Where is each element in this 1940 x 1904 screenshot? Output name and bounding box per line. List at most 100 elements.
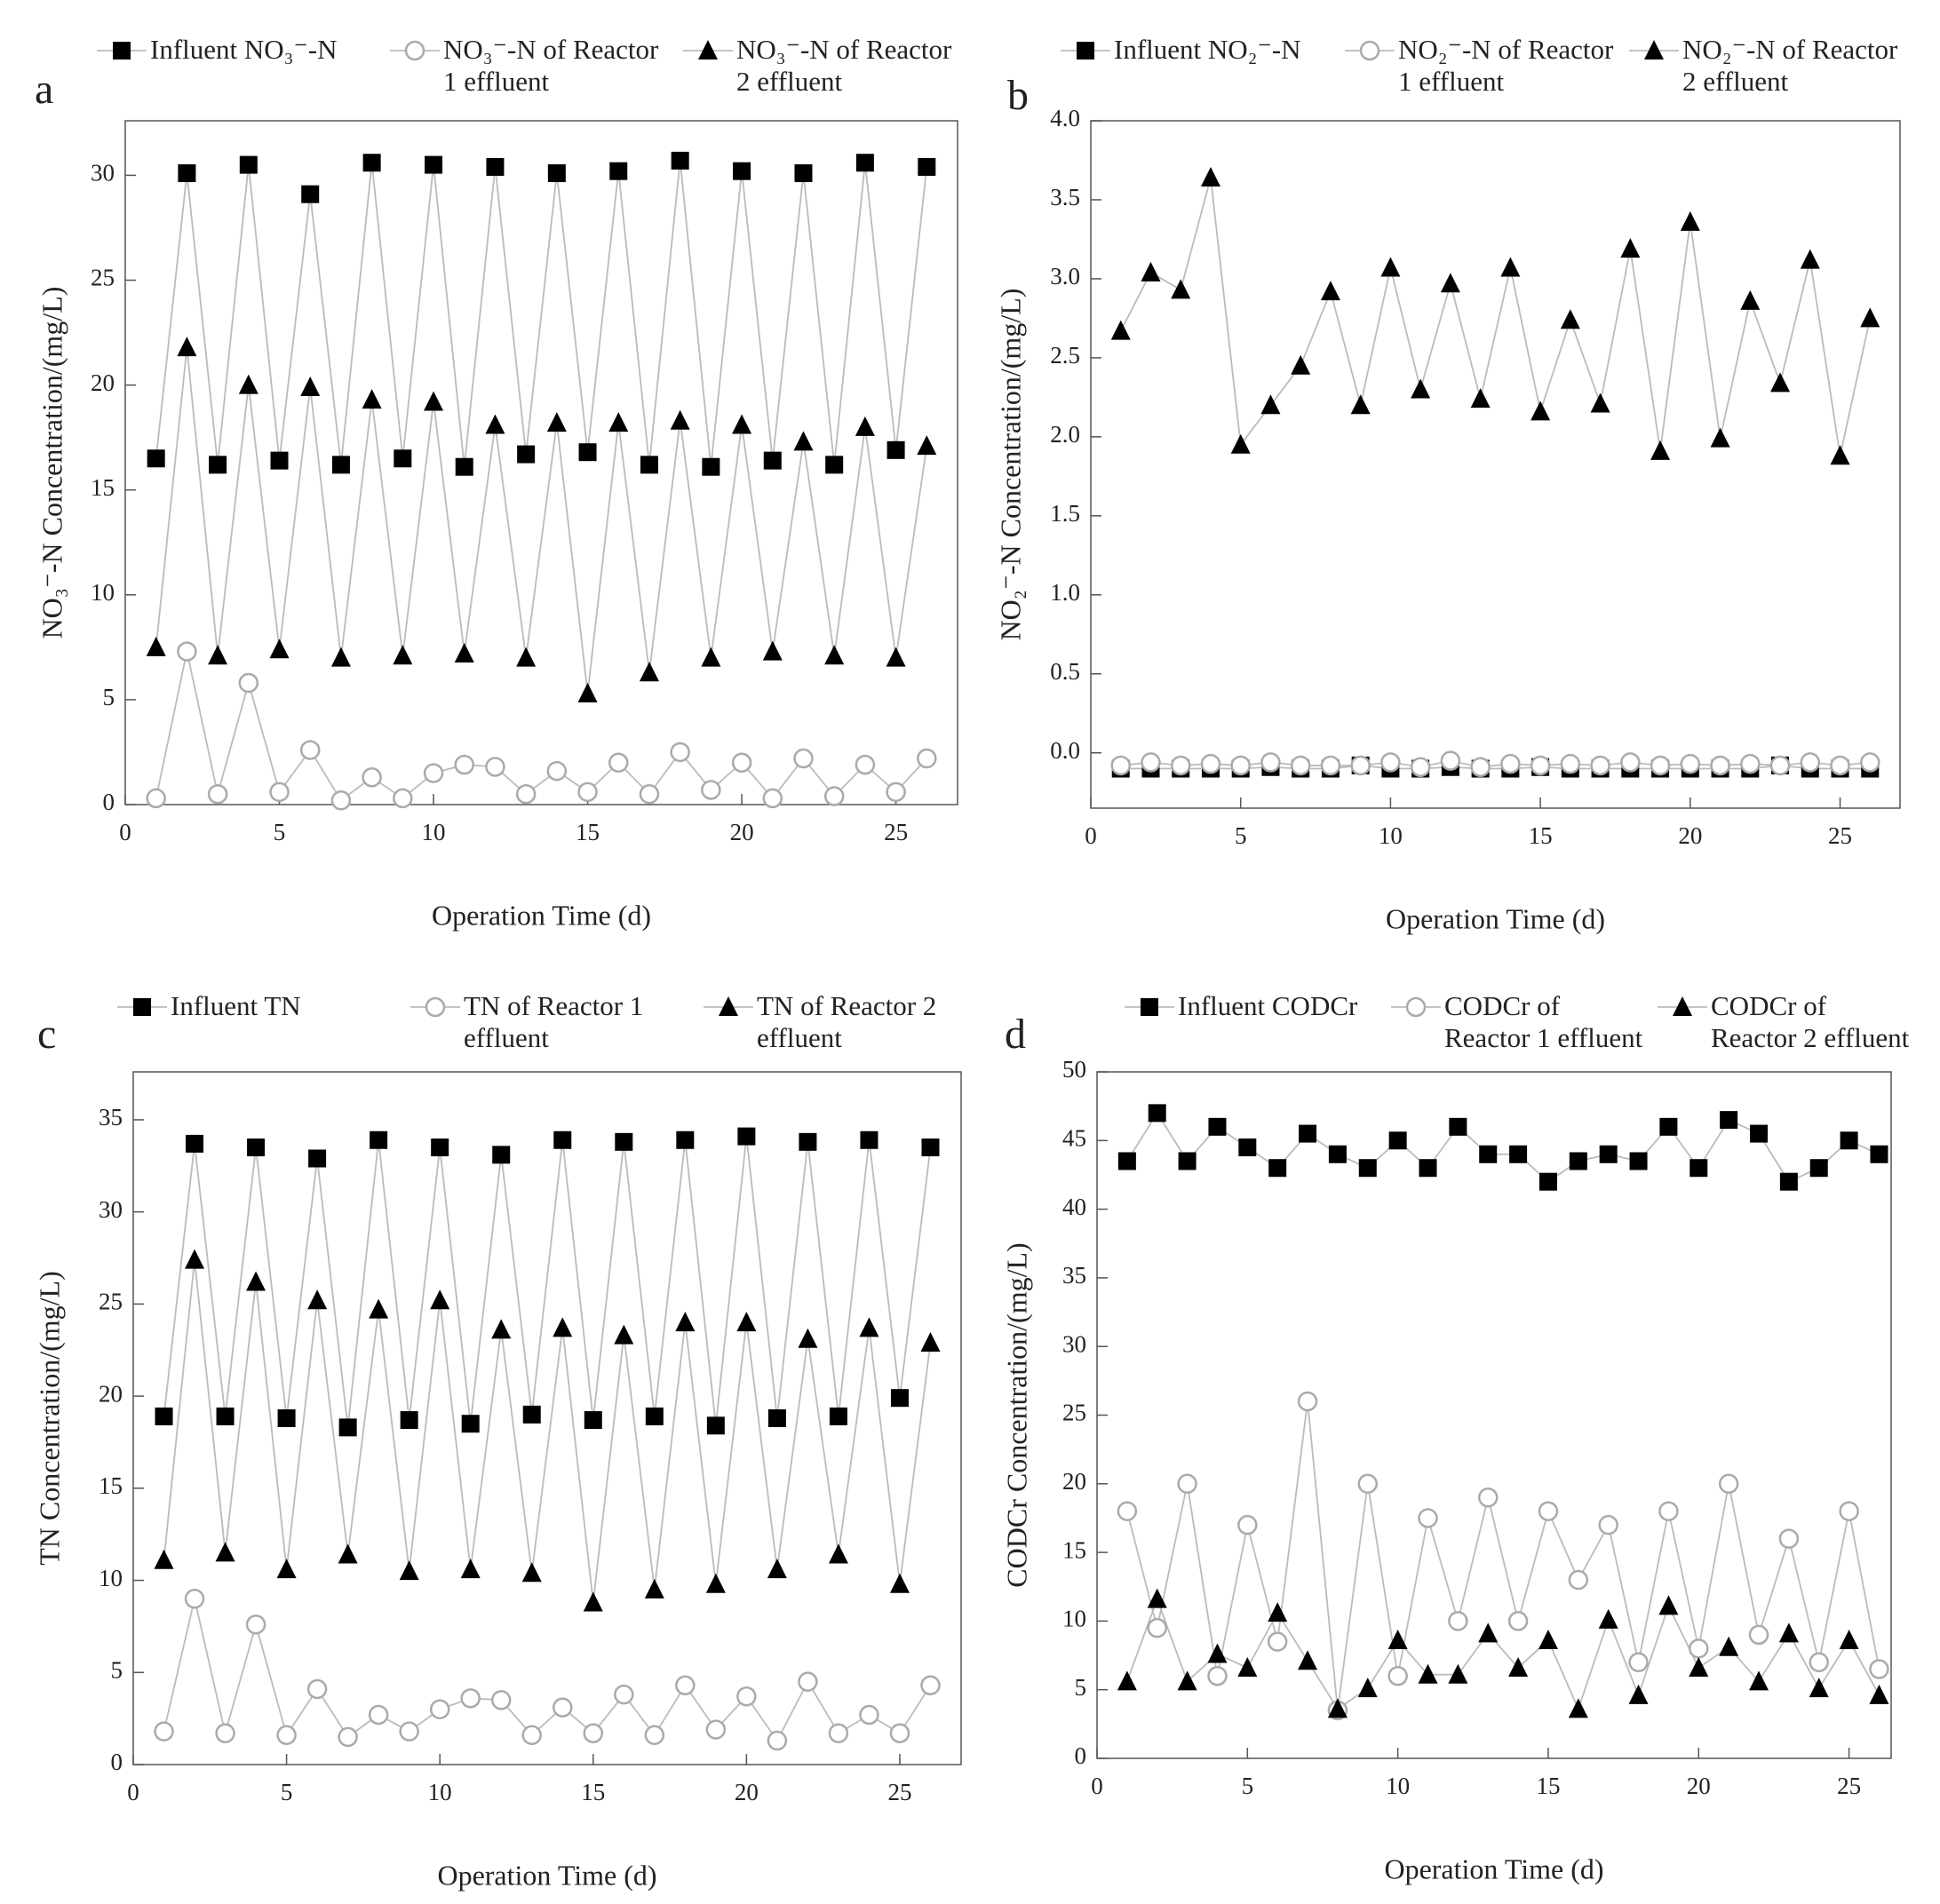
- marker-triangle: [639, 662, 659, 682]
- marker-circle: [425, 996, 446, 1018]
- marker-circle: [207, 783, 228, 805]
- marker-circle: [1620, 752, 1641, 773]
- marker-triangle: [614, 1324, 634, 1345]
- marker-square: [1141, 998, 1158, 1016]
- marker-triangle: [824, 645, 845, 665]
- legend-key: [683, 40, 733, 60]
- series-line: [163, 1259, 932, 1603]
- marker-square: [615, 1132, 633, 1151]
- marker-circle: [1778, 1528, 1800, 1549]
- marker-triangle: [583, 1591, 603, 1612]
- marker-triangle: [1590, 393, 1610, 413]
- panel-label: b: [1007, 72, 1029, 119]
- y-tick-label: 50: [1062, 1056, 1086, 1083]
- marker-square: [1268, 1159, 1287, 1178]
- marker-triangle: [1470, 388, 1491, 409]
- marker-square: [1509, 1145, 1528, 1163]
- marker-square: [829, 1407, 847, 1425]
- marker-triangle: [798, 1328, 818, 1348]
- marker-circle: [1628, 1652, 1649, 1673]
- legend-key: [117, 998, 167, 1016]
- marker-square: [486, 157, 505, 176]
- marker-triangle: [276, 1559, 297, 1579]
- x-tick-label: 5: [1235, 822, 1247, 849]
- marker-circle: [828, 1723, 849, 1743]
- marker-triangle: [1387, 1630, 1408, 1650]
- marker-triangle: [793, 431, 814, 451]
- y-tick-label: 0.0: [1050, 737, 1080, 764]
- legend-label: NO₂⁻-N of Reactor 1 effluent: [1398, 34, 1614, 97]
- marker-square: [431, 1138, 449, 1157]
- marker-triangle: [1710, 427, 1730, 448]
- marker-circle: [238, 672, 259, 694]
- marker-triangle: [859, 1317, 879, 1337]
- marker-square: [425, 155, 443, 174]
- x-tick-label: 10: [428, 1779, 452, 1805]
- legend: Influent NO₃⁻-N NO₃⁻-N of Reactor 1 efflu…: [93, 34, 973, 97]
- legend-label: Influent CODCr: [1178, 990, 1358, 1021]
- marker-square: [1419, 1159, 1437, 1178]
- marker-square: [1779, 1172, 1798, 1191]
- legend-entry: TN of Reactor 2 effluent: [700, 990, 993, 1053]
- marker-circle: [1590, 755, 1610, 776]
- y-tick-label: 20: [91, 369, 115, 396]
- marker-triangle: [644, 1578, 664, 1599]
- marker-circle: [429, 1699, 450, 1720]
- marker-triangle: [1260, 394, 1281, 415]
- y-tick-label: 30: [99, 1196, 123, 1223]
- marker-circle: [762, 788, 783, 809]
- marker-square: [890, 1389, 909, 1408]
- marker-circle: [1200, 753, 1221, 774]
- panel-label: d: [1005, 1011, 1026, 1058]
- marker-triangle: [1418, 1663, 1438, 1684]
- legend-entry: Influent NO₃⁻-N: [93, 34, 386, 97]
- marker-square: [918, 157, 936, 176]
- marker-circle: [146, 788, 166, 809]
- marker-square: [270, 451, 289, 470]
- marker-triangle: [546, 412, 567, 432]
- marker-square: [799, 1132, 817, 1151]
- marker-square: [455, 457, 473, 476]
- marker-triangle: [521, 1562, 542, 1583]
- marker-triangle: [1860, 307, 1880, 328]
- marker-triangle: [1839, 1630, 1859, 1650]
- marker-circle: [1297, 1391, 1318, 1412]
- marker-triangle: [1809, 1678, 1829, 1698]
- y-tick-label: 35: [1062, 1262, 1086, 1289]
- marker-triangle: [1644, 40, 1664, 60]
- marker-square: [277, 1409, 296, 1427]
- marker-square: [1659, 1117, 1678, 1136]
- marker-triangle: [1411, 378, 1431, 399]
- legend-entry: NO₃⁻-N of Reactor 2 effluent: [680, 34, 973, 97]
- marker-triangle: [1207, 1643, 1228, 1663]
- y-tick-label: 30: [91, 160, 115, 186]
- marker-circle: [1830, 755, 1850, 776]
- marker-triangle: [1478, 1622, 1499, 1643]
- marker-triangle: [238, 374, 258, 394]
- marker-circle: [546, 760, 568, 781]
- marker-square: [522, 1405, 541, 1424]
- marker-square: [338, 1418, 357, 1437]
- marker-triangle: [460, 1559, 481, 1579]
- x-tick-label: 25: [1828, 822, 1852, 849]
- legend: Influent TN TN of Reactor 1 effluent TN of…: [114, 990, 993, 1053]
- marker-square: [517, 445, 536, 464]
- marker-square: [702, 457, 720, 476]
- plot-frame: [132, 1071, 962, 1765]
- marker-triangle: [698, 40, 718, 60]
- legend-entry: Influent NO₂⁻-N: [1057, 34, 1341, 97]
- marker-circle: [1869, 1659, 1889, 1679]
- x-tick-label: 20: [1678, 822, 1702, 849]
- marker-circle: [705, 1719, 727, 1740]
- marker-triangle: [269, 639, 290, 659]
- marker-triangle: [1869, 1684, 1889, 1704]
- y-tick-label: 45: [1062, 1125, 1086, 1152]
- marker-triangle: [399, 1560, 419, 1581]
- marker-triangle: [1778, 1622, 1799, 1643]
- marker-square: [1077, 42, 1094, 60]
- marker-square: [855, 154, 874, 172]
- marker-circle: [515, 783, 537, 805]
- marker-triangle: [719, 996, 738, 1016]
- marker-square: [1750, 1124, 1768, 1143]
- marker-triangle: [1268, 1602, 1288, 1622]
